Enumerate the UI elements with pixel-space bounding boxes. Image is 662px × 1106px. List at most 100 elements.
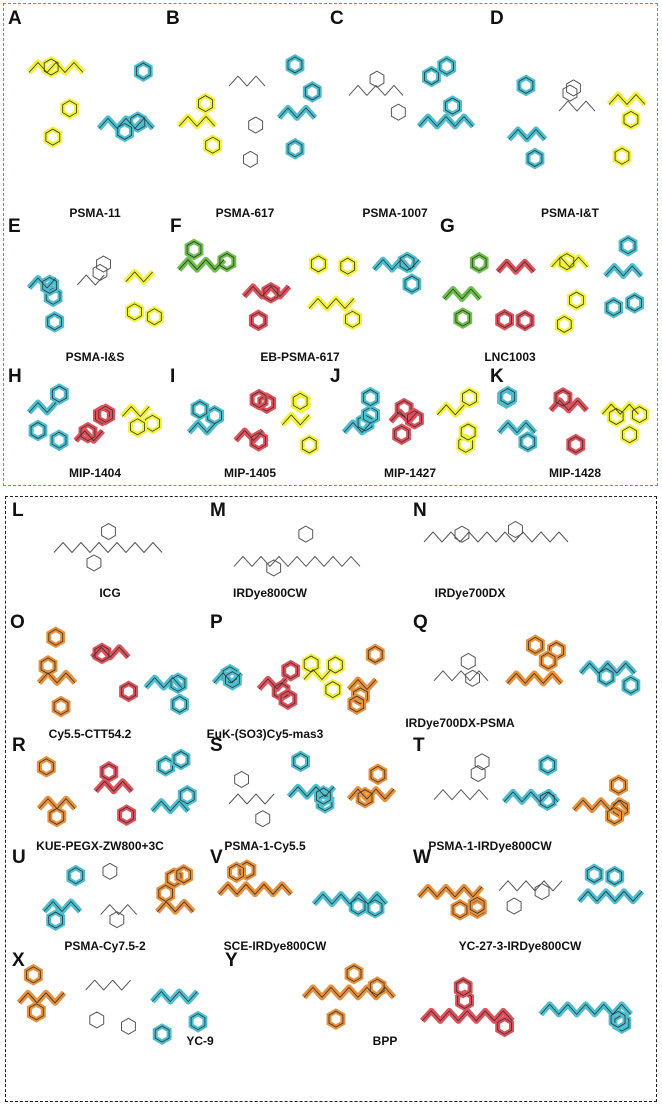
targeting-moiety [98, 118, 154, 129]
chelator-moiety [282, 414, 310, 426]
ring [102, 862, 118, 880]
dye-moiety [38, 798, 76, 809]
dye-moiety [573, 799, 629, 811]
ring [198, 95, 213, 113]
albumin_binder-moiety [443, 288, 481, 300]
dye-moiety [303, 987, 395, 998]
ring [80, 424, 96, 442]
ring [394, 425, 410, 443]
structure-mip-1427 [341, 386, 479, 456]
structure-yc-27-3-irdye800cw [416, 863, 645, 921]
targeting-moiety [28, 277, 57, 289]
ring [30, 422, 46, 439]
ring [457, 991, 472, 1009]
ring [166, 869, 182, 887]
panel-letter: U [12, 847, 26, 868]
ring [49, 808, 65, 825]
linker-moiety [258, 678, 287, 690]
ring [622, 426, 637, 444]
compound-name: ICG [99, 586, 121, 600]
compound-name: SCE-IRDye800CW [223, 939, 327, 953]
plain-moiety [228, 75, 266, 87]
chelator-moiety [28, 62, 84, 73]
structure-euk-so3-cy5-mas3 [211, 643, 385, 715]
targeting-moiety [605, 265, 642, 277]
ring [176, 866, 192, 884]
compound-name: PSMA-I&T [541, 206, 599, 220]
targeting-moiety [313, 893, 387, 905]
dye-moiety [507, 673, 562, 684]
ring [48, 911, 63, 929]
compound-name: PSMA-I&S [65, 350, 125, 364]
structure-psma-1-irdye800cw [433, 753, 631, 827]
structure-lnc1003 [441, 234, 644, 336]
panel-letter: V [210, 847, 223, 868]
ring [474, 753, 490, 771]
ring [539, 791, 555, 809]
ring [517, 312, 533, 329]
targeting-moiety [603, 263, 644, 279]
compound-name: IRDye700DX-PSMA [405, 716, 515, 730]
panel-letter: D [490, 8, 504, 29]
linker-moiety [495, 258, 537, 275]
panel-letter: E [8, 216, 21, 237]
ring [266, 559, 282, 577]
ring [608, 408, 624, 425]
ring [404, 275, 420, 293]
ring [527, 150, 543, 167]
ring [497, 1017, 512, 1035]
panel-letter: M [210, 500, 226, 521]
radiotracer-group-box [3, 3, 658, 486]
chelator-moiety [606, 91, 648, 108]
ring [607, 868, 623, 885]
ring [130, 113, 146, 131]
ring [439, 57, 455, 75]
linker-moiety [93, 778, 134, 795]
ring [623, 110, 639, 128]
ring [328, 1010, 344, 1028]
dye-moiety [418, 886, 483, 898]
ring [121, 1017, 136, 1035]
plain-moiety [100, 904, 138, 916]
panel-letter: P [210, 612, 223, 633]
albumin_binder-moiety [178, 259, 225, 271]
ring [557, 315, 572, 333]
dye-moiety [155, 898, 196, 915]
linker-moiety [92, 646, 129, 658]
targeting-moiety [580, 662, 635, 674]
targeting-moiety [578, 890, 643, 902]
ring [465, 669, 480, 687]
ring [470, 765, 486, 783]
ring [534, 883, 550, 901]
dye-moiety [38, 672, 76, 684]
structure-mip-1428 [496, 385, 649, 456]
ring [127, 303, 142, 321]
structure-psma-i-t [506, 74, 648, 170]
structure-psma-1-cy5-5 [228, 750, 397, 828]
ring [327, 656, 343, 674]
compound-name: MIP-1428 [548, 466, 602, 480]
structure-sce-irdye800cw [216, 859, 389, 919]
compound-name: YC-27-3-IRDye800CW [458, 939, 582, 953]
targeting-moiety [503, 791, 559, 803]
ring [462, 389, 477, 407]
ring [528, 636, 543, 654]
panel-letter: L [12, 500, 24, 521]
ring [28, 1003, 44, 1021]
ring [192, 401, 208, 418]
chelator-moiety [178, 116, 216, 127]
panel-letter: T [413, 735, 425, 756]
plain-moiety [228, 793, 275, 805]
ring [460, 423, 476, 441]
ring [471, 254, 487, 272]
ring [263, 284, 279, 302]
compound-name: EB-PSMA-617 [260, 350, 340, 364]
ring [469, 896, 485, 914]
ring [569, 291, 584, 309]
ring [566, 79, 581, 97]
compound-name: MIP-1405 [223, 466, 277, 480]
linker-moiety [235, 430, 263, 441]
dye-moiety [348, 788, 395, 800]
ring [205, 136, 221, 154]
ring [190, 1013, 206, 1031]
